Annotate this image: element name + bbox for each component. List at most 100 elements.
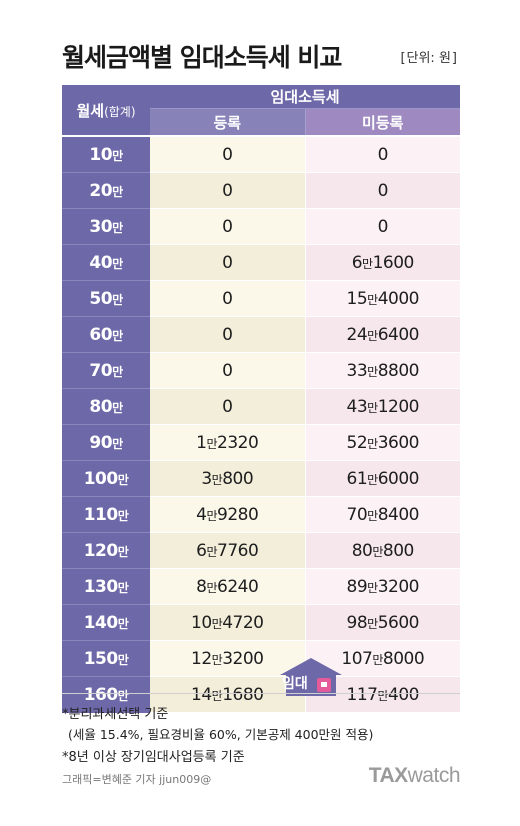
amount-value: 3200 bbox=[222, 648, 264, 669]
graphic-credit: 그래픽=변혜준 기자 jjun009@ bbox=[62, 773, 212, 786]
amount-unit: 만 bbox=[362, 256, 373, 271]
amount-value: 5600 bbox=[377, 612, 420, 633]
amount-unit: 만 bbox=[367, 400, 378, 415]
amount-value: 0 bbox=[222, 288, 233, 309]
amount-value: 0 bbox=[222, 216, 233, 237]
amount-value: 800 bbox=[382, 540, 414, 561]
amount-value: 107 bbox=[341, 648, 373, 669]
monthly-rent-unit: 만 bbox=[112, 148, 123, 163]
unregistered-tax-cell: 80만800 bbox=[305, 532, 461, 569]
registered-tax-cell: 3만800 bbox=[150, 460, 306, 497]
monthly-rent-cell: 120만 bbox=[62, 532, 150, 569]
amount-unit: 만 bbox=[206, 580, 218, 595]
amount-value: 10 bbox=[191, 612, 212, 633]
amount-value: 43 bbox=[346, 396, 368, 417]
amount-value: 70 bbox=[346, 504, 368, 525]
amount-value: 6 bbox=[196, 540, 207, 561]
amount-value: 800 bbox=[222, 468, 254, 489]
unregistered-tax-cell: 52만3600 bbox=[305, 424, 461, 461]
amount-value: 8000 bbox=[382, 648, 425, 669]
monthly-rent-unit: 만 bbox=[117, 472, 129, 487]
unregistered-tax-cell: 33만8800 bbox=[305, 352, 461, 389]
amount-value: 61 bbox=[346, 468, 368, 489]
monthly-rent-header-main: 월세 bbox=[76, 101, 105, 120]
monthly-rent-value: 90 bbox=[89, 432, 113, 453]
amount-value: 1 bbox=[196, 432, 207, 453]
amount-value: 1200 bbox=[377, 396, 420, 417]
logo-watch: watch bbox=[407, 764, 461, 787]
amount-value: 117 bbox=[346, 684, 378, 705]
monthly-rent-header-sub: (합계) bbox=[104, 104, 136, 119]
table-row: 120만 6만7760 80만800 bbox=[62, 532, 461, 569]
monthly-rent-cell: 10만 bbox=[62, 136, 150, 173]
table-row: 110만 4만9280 70만8400 bbox=[62, 496, 461, 533]
monthly-rent-value: 30 bbox=[89, 216, 113, 237]
table-body: 10만 0 0 20만 0 0 30만 0 0 40만 0 6만1600 50만 0 15만4000 60만 0… bbox=[62, 136, 461, 713]
monthly-rent-cell: 20만 bbox=[62, 172, 150, 209]
unit-label: [단위: 원] bbox=[399, 47, 458, 66]
page-title: 월세금액별 임대소득세 비교 bbox=[62, 43, 342, 72]
table-bottom-divider bbox=[62, 693, 460, 694]
table-row: 60만 0 24만6400 bbox=[62, 316, 461, 353]
monthly-rent-value: 150 bbox=[83, 648, 119, 669]
amount-unit: 만 bbox=[211, 652, 223, 667]
monthly-rent-value: 120 bbox=[83, 540, 119, 561]
unregistered-tax-cell: 0 bbox=[305, 172, 461, 209]
amount-unit: 만 bbox=[367, 580, 378, 595]
note-long-term-registration: *8년 이상 장기임대사업등록 기준 bbox=[62, 750, 245, 765]
unregistered-tax-cell: 98만5600 bbox=[305, 604, 461, 641]
monthly-rent-cell: 110만 bbox=[62, 496, 150, 533]
amount-value: 400 bbox=[388, 684, 419, 705]
monthly-rent-cell: 130만 bbox=[62, 568, 150, 605]
amount-value: 89 bbox=[346, 576, 368, 597]
table-row: 50만 0 15만4000 bbox=[62, 280, 461, 317]
amount-value: 14 bbox=[191, 684, 212, 705]
monthly-rent-unit: 만 bbox=[112, 436, 123, 451]
monthly-rent-cell: 100만 bbox=[62, 460, 150, 497]
unregistered-tax-cell: 70만8400 bbox=[305, 496, 461, 533]
rental-income-tax-header: 임대소득세 bbox=[150, 85, 461, 109]
table-row: 150만 12만3200 107만8000 bbox=[62, 640, 461, 677]
unregistered-tax-cell: 24만6400 bbox=[305, 316, 461, 353]
monthly-rent-unit: 만 bbox=[112, 256, 123, 271]
amount-value: 1680 bbox=[222, 684, 264, 705]
monthly-rent-cell: 30만 bbox=[62, 208, 150, 245]
table-row: 140만 10만4720 98만5600 bbox=[62, 604, 461, 641]
logo-tax: TAX bbox=[368, 764, 408, 787]
monthly-rent-unit: 만 bbox=[112, 400, 123, 415]
monthly-rent-value: 110 bbox=[83, 504, 119, 525]
amount-value: 3 bbox=[201, 468, 212, 489]
amount-value: 0 bbox=[377, 216, 389, 237]
monthly-rent-unit: 만 bbox=[112, 364, 123, 379]
registered-tax-cell: 0 bbox=[150, 244, 306, 281]
amount-value: 8 bbox=[196, 576, 207, 597]
registered-header: 등록 bbox=[150, 108, 306, 137]
unregistered-header: 미등록 bbox=[305, 108, 461, 137]
amount-value: 3600 bbox=[377, 432, 420, 453]
amount-unit: 만 bbox=[367, 436, 378, 451]
registered-tax-cell: 0 bbox=[150, 316, 306, 353]
amount-value: 0 bbox=[222, 324, 233, 345]
table-row: 160만 14만1680 117만400 bbox=[62, 676, 461, 713]
amount-value: 24 bbox=[346, 324, 368, 345]
amount-unit: 만 bbox=[367, 616, 378, 631]
amount-value: 0 bbox=[377, 144, 389, 165]
amount-value: 6240 bbox=[217, 576, 259, 597]
monthly-rent-unit: 만 bbox=[117, 688, 129, 703]
amount-value: 1600 bbox=[372, 252, 415, 273]
amount-unit: 만 bbox=[206, 436, 218, 451]
monthly-rent-unit: 만 bbox=[117, 652, 129, 667]
monthly-rent-cell: 70만 bbox=[62, 352, 150, 389]
monthly-rent-value: 130 bbox=[83, 576, 119, 597]
house-door-window bbox=[321, 682, 327, 687]
monthly-rent-value: 60 bbox=[89, 324, 113, 345]
monthly-rent-value: 70 bbox=[89, 360, 113, 381]
unit-text: 단위: 원 bbox=[406, 51, 451, 66]
amount-value: 33 bbox=[346, 360, 368, 381]
monthly-rent-unit: 만 bbox=[112, 220, 123, 235]
amount-value: 0 bbox=[222, 144, 233, 165]
unregistered-tax-cell: 0 bbox=[305, 136, 461, 173]
amount-unit: 만 bbox=[372, 652, 383, 667]
amount-unit: 만 bbox=[206, 544, 218, 559]
monthly-rent-unit: 만 bbox=[112, 328, 123, 343]
